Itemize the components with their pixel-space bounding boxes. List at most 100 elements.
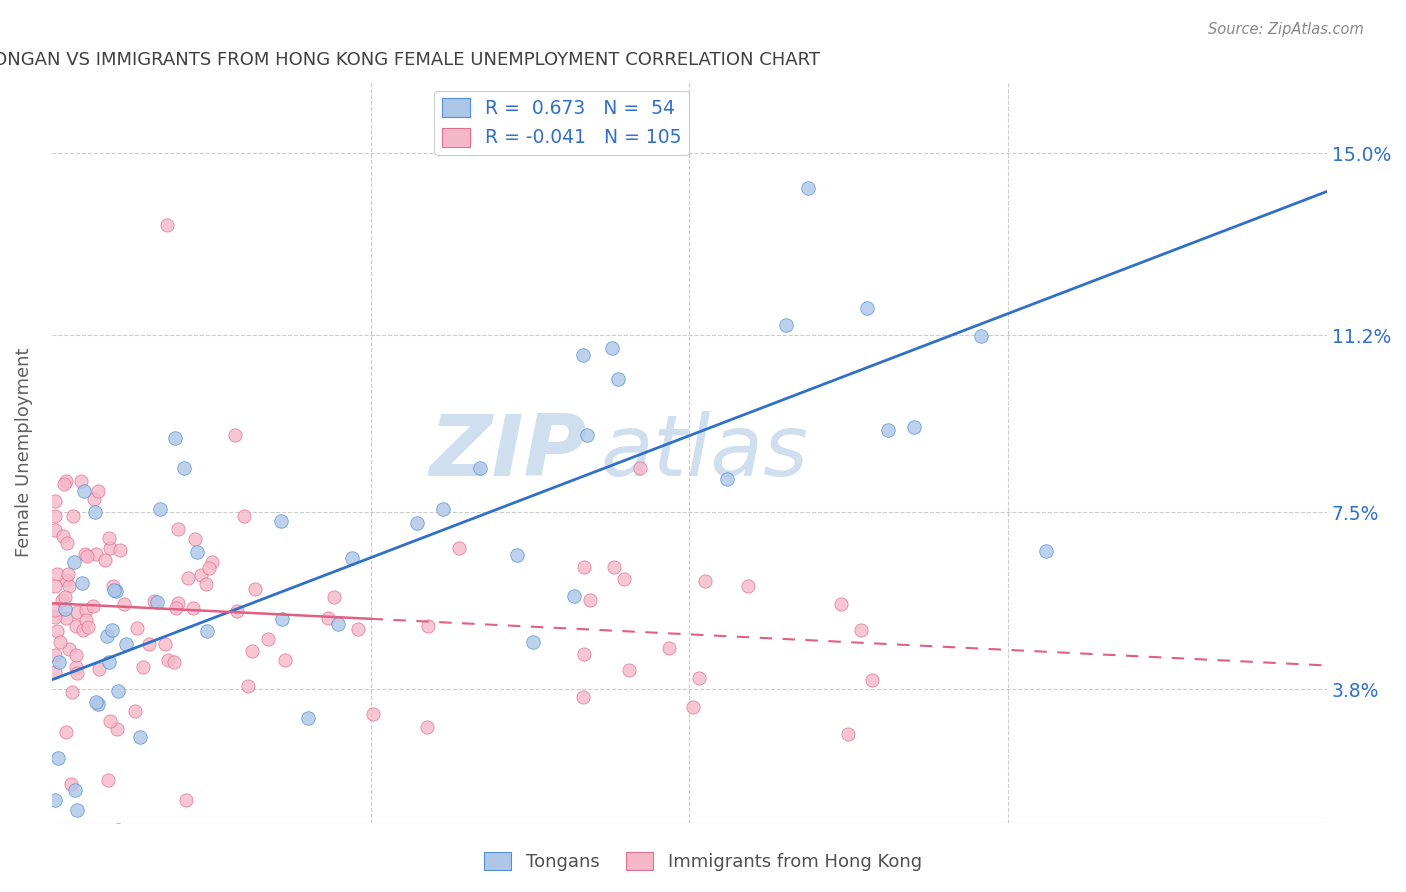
- Point: [44, 665, 66, 680]
- Point: [572, 348, 595, 362]
- Point: [51, 592, 73, 607]
- Point: [82, 599, 104, 614]
- Point: [572, 647, 595, 661]
- Point: [45, 567, 67, 582]
- Point: [128, 730, 150, 744]
- Point: [48, 655, 70, 669]
- Point: [70, 576, 93, 591]
- Point: [181, 600, 204, 615]
- Point: [969, 329, 991, 343]
- Point: [576, 428, 599, 442]
- Point: [46, 624, 69, 638]
- Point: [849, 624, 872, 638]
- Text: TONGAN VS IMMIGRANTS FROM HONG KONG FEMALE UNEMPLOYMENT CORRELATION CHART: TONGAN VS IMMIGRANTS FROM HONG KONG FEMA…: [0, 51, 820, 69]
- Point: [603, 559, 626, 574]
- Point: [83, 491, 105, 506]
- Point: [124, 705, 146, 719]
- Point: [416, 619, 439, 633]
- Point: [155, 218, 177, 232]
- Point: [628, 461, 651, 475]
- Point: [146, 595, 169, 609]
- Point: [98, 714, 121, 728]
- Point: [55, 601, 77, 615]
- Point: [114, 637, 136, 651]
- Point: [44, 793, 66, 807]
- Point: [70, 474, 93, 488]
- Point: [695, 574, 717, 589]
- Point: [62, 508, 84, 523]
- Point: [903, 420, 925, 434]
- Point: [562, 590, 585, 604]
- Point: [44, 494, 66, 508]
- Point: [62, 555, 84, 569]
- Point: [65, 619, 87, 633]
- Point: [53, 591, 76, 605]
- Point: [232, 508, 254, 523]
- Point: [87, 662, 110, 676]
- Point: [194, 576, 217, 591]
- Point: [97, 531, 120, 545]
- Point: [797, 181, 820, 195]
- Point: [405, 516, 427, 530]
- Point: [107, 683, 129, 698]
- Point: [522, 634, 544, 648]
- Point: [236, 679, 259, 693]
- Point: [75, 603, 97, 617]
- Point: [183, 533, 205, 547]
- Point: [107, 822, 129, 837]
- Point: [44, 610, 66, 624]
- Point: [105, 722, 128, 736]
- Point: [270, 612, 292, 626]
- Point: [84, 505, 107, 519]
- Point: [716, 472, 738, 486]
- Point: [173, 460, 195, 475]
- Point: [157, 653, 180, 667]
- Point: [75, 613, 97, 627]
- Point: [73, 484, 96, 499]
- Point: [138, 637, 160, 651]
- Point: [688, 671, 710, 685]
- Point: [361, 707, 384, 722]
- Point: [58, 579, 80, 593]
- Point: [101, 578, 124, 592]
- Point: [65, 666, 87, 681]
- Point: [340, 551, 363, 566]
- Point: [167, 522, 190, 536]
- Point: [143, 594, 166, 608]
- Point: [574, 560, 596, 574]
- Point: [48, 840, 70, 855]
- Point: [856, 301, 879, 315]
- Point: [347, 622, 370, 636]
- Point: [243, 582, 266, 597]
- Point: [617, 663, 640, 677]
- Point: [415, 720, 437, 734]
- Point: [860, 673, 883, 687]
- Point: [117, 840, 139, 855]
- Point: [55, 474, 77, 488]
- Point: [432, 501, 454, 516]
- Point: [97, 772, 120, 787]
- Point: [571, 690, 593, 704]
- Point: [775, 318, 797, 333]
- Point: [877, 423, 900, 437]
- Point: [53, 476, 76, 491]
- Point: [86, 484, 108, 499]
- Legend: Tongans, Immigrants from Hong Kong: Tongans, Immigrants from Hong Kong: [477, 845, 929, 879]
- Point: [506, 548, 529, 562]
- Point: [55, 611, 77, 625]
- Point: [66, 605, 89, 619]
- Point: [201, 555, 224, 569]
- Point: [240, 644, 263, 658]
- Point: [297, 711, 319, 725]
- Point: [63, 783, 86, 797]
- Point: [198, 561, 221, 575]
- Point: [165, 601, 187, 615]
- Point: [132, 659, 155, 673]
- Point: [447, 541, 470, 555]
- Point: [60, 684, 83, 698]
- Point: [328, 617, 350, 632]
- Point: [98, 541, 121, 555]
- Point: [316, 610, 339, 624]
- Point: [96, 629, 118, 643]
- Point: [55, 573, 77, 587]
